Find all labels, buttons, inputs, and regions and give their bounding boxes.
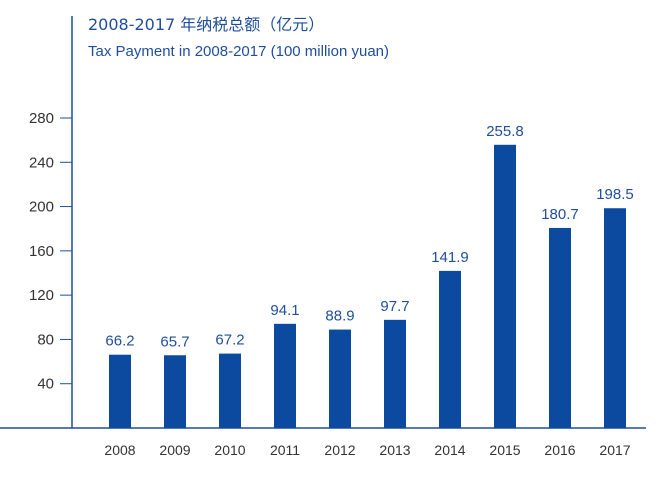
chart-title: 2008-2017 年纳税总额（亿元） [88,15,324,34]
data-label-2017: 198.5 [596,186,634,203]
y-tick-label: 40 [37,376,54,393]
y-tick-label: 280 [29,110,54,127]
data-label-2013: 97.7 [380,298,409,315]
bar-2010 [219,353,241,428]
x-tick-label: 2013 [379,442,410,458]
bar-2008 [109,354,131,428]
x-tick-label: 2011 [270,442,300,458]
bar-2009 [164,355,186,428]
x-axis-labels-group: 2008 2009 2010 2011 2012 2013 2014 2015 2016 2017 [104,442,630,458]
data-labels-group: 66.2 65.7 67.2 94.1 88.9 97.7 141.9 255.8 180.7 1… [105,123,633,350]
y-axis-ticks: 40 80 120 160 200 240 280 [29,110,72,393]
data-label-2015: 255.8 [486,123,524,140]
x-tick-label: 2012 [324,442,355,458]
data-label-2010: 67.2 [215,332,244,349]
y-tick-label: 120 [29,287,54,304]
x-tick-label: 2014 [434,442,465,458]
bar-2013 [384,319,406,428]
bar-2011 [274,323,296,428]
data-label-2009: 65.7 [160,333,189,350]
chart-subtitle: Tax Payment in 2008-2017 (100 million yu… [88,43,389,60]
data-label-2012: 88.9 [325,308,354,325]
y-tick-label: 160 [29,243,54,260]
bar-2016 [549,227,571,428]
bar-2017 [604,208,626,428]
x-tick-label: 2010 [214,442,245,458]
bars-group [109,144,626,429]
x-tick-label: 2008 [104,442,135,458]
x-tick-label: 2016 [544,442,575,458]
data-label-2011: 94.1 [270,302,299,319]
y-tick-label: 80 [37,331,54,348]
y-tick-label: 200 [29,199,54,216]
x-tick-label: 2009 [159,442,190,458]
bar-2014 [439,270,461,428]
data-label-2014: 141.9 [431,249,469,266]
data-label-2008: 66.2 [105,333,134,350]
data-label-2016: 180.7 [541,206,579,223]
bar-2015 [494,144,516,429]
bar-2012 [329,329,351,428]
y-tick-label: 240 [29,154,54,171]
x-tick-label: 2017 [599,442,630,458]
x-tick-label: 2015 [489,442,520,458]
